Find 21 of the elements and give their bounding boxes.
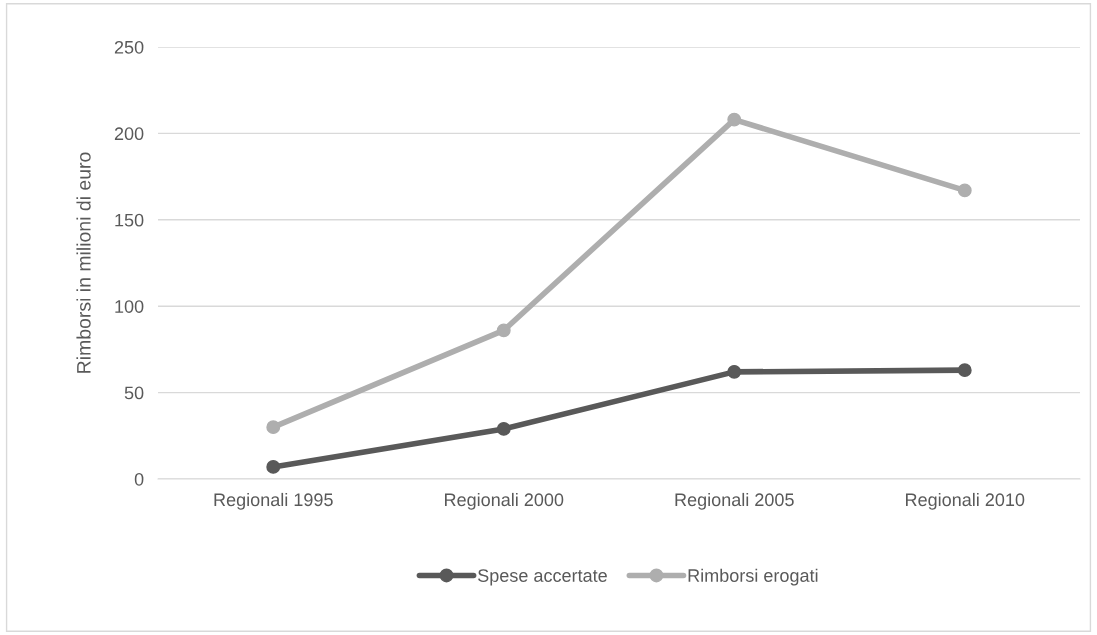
point bbox=[957, 183, 972, 198]
point bbox=[496, 323, 511, 338]
point bbox=[266, 459, 281, 474]
x-tick-label: Regionali 2000 bbox=[445, 492, 564, 510]
legend-label: Rimborsi erogati bbox=[688, 568, 818, 586]
y-tick-label: 100 bbox=[115, 300, 144, 313]
y-tick-label: 200 bbox=[114, 127, 144, 141]
y-tick-label: 0 bbox=[134, 472, 144, 486]
point bbox=[957, 363, 972, 378]
y-tick-label: 150 bbox=[115, 213, 144, 227]
x-tick-label: Regionali 2005 bbox=[675, 492, 794, 510]
point bbox=[266, 420, 281, 435]
legend-label: Spese accertate bbox=[478, 569, 607, 586]
point bbox=[727, 112, 742, 127]
y-tick-label: 250 bbox=[114, 40, 144, 54]
x-tick-label: Regionali 2010 bbox=[906, 492, 1025, 510]
x-tick-label: Regionali 1995 bbox=[214, 492, 333, 510]
y-tick-label: 50 bbox=[124, 386, 144, 400]
point bbox=[727, 364, 742, 379]
y-axis-title: Rimborsi in milioni di euro bbox=[76, 152, 91, 373]
point bbox=[496, 421, 511, 436]
